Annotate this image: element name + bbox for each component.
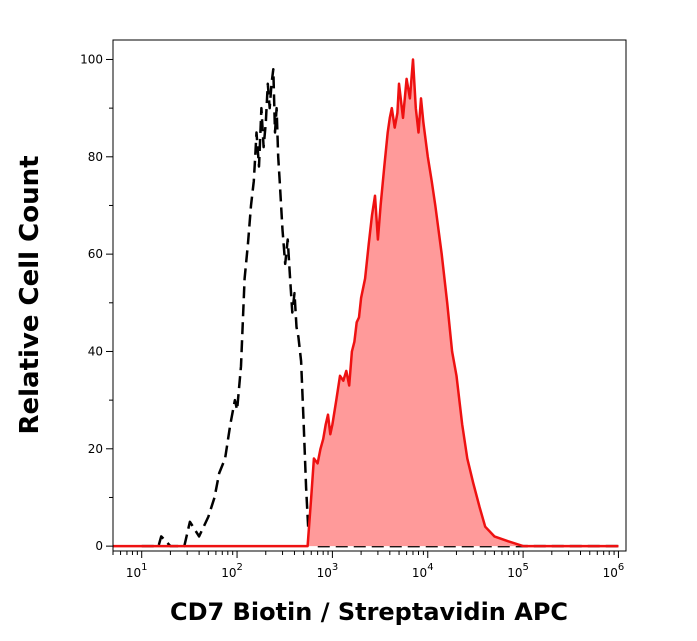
x-tick-label: 104 [412,562,434,580]
y-tick-label: 40 [88,344,103,358]
y-axis-title: Relative Cell Count [15,155,45,434]
x-tick-label: 102 [221,562,243,580]
y-tick-label: 80 [88,150,103,164]
y-tick-label: 60 [88,247,103,261]
series-1-area [113,59,619,547]
y-axis: 0 20 40 60 80 100 [80,52,113,553]
x-tick-label: 103 [317,562,339,580]
y-tick-label: 20 [88,442,103,456]
x-axis: 101 102 103 104 105 106 [112,551,625,580]
x-tick-label: 105 [507,562,529,580]
y-tick-label: 0 [95,539,103,553]
x-axis-title: CD7 Biotin / Streptavidin APC [170,598,568,626]
series-1-line [113,58,619,548]
y-tick-label: 100 [80,52,103,66]
series-layer [113,58,619,548]
x-tick-label: 101 [126,562,148,580]
plot-frame [112,39,627,552]
x-tick-label: 106 [603,562,625,580]
